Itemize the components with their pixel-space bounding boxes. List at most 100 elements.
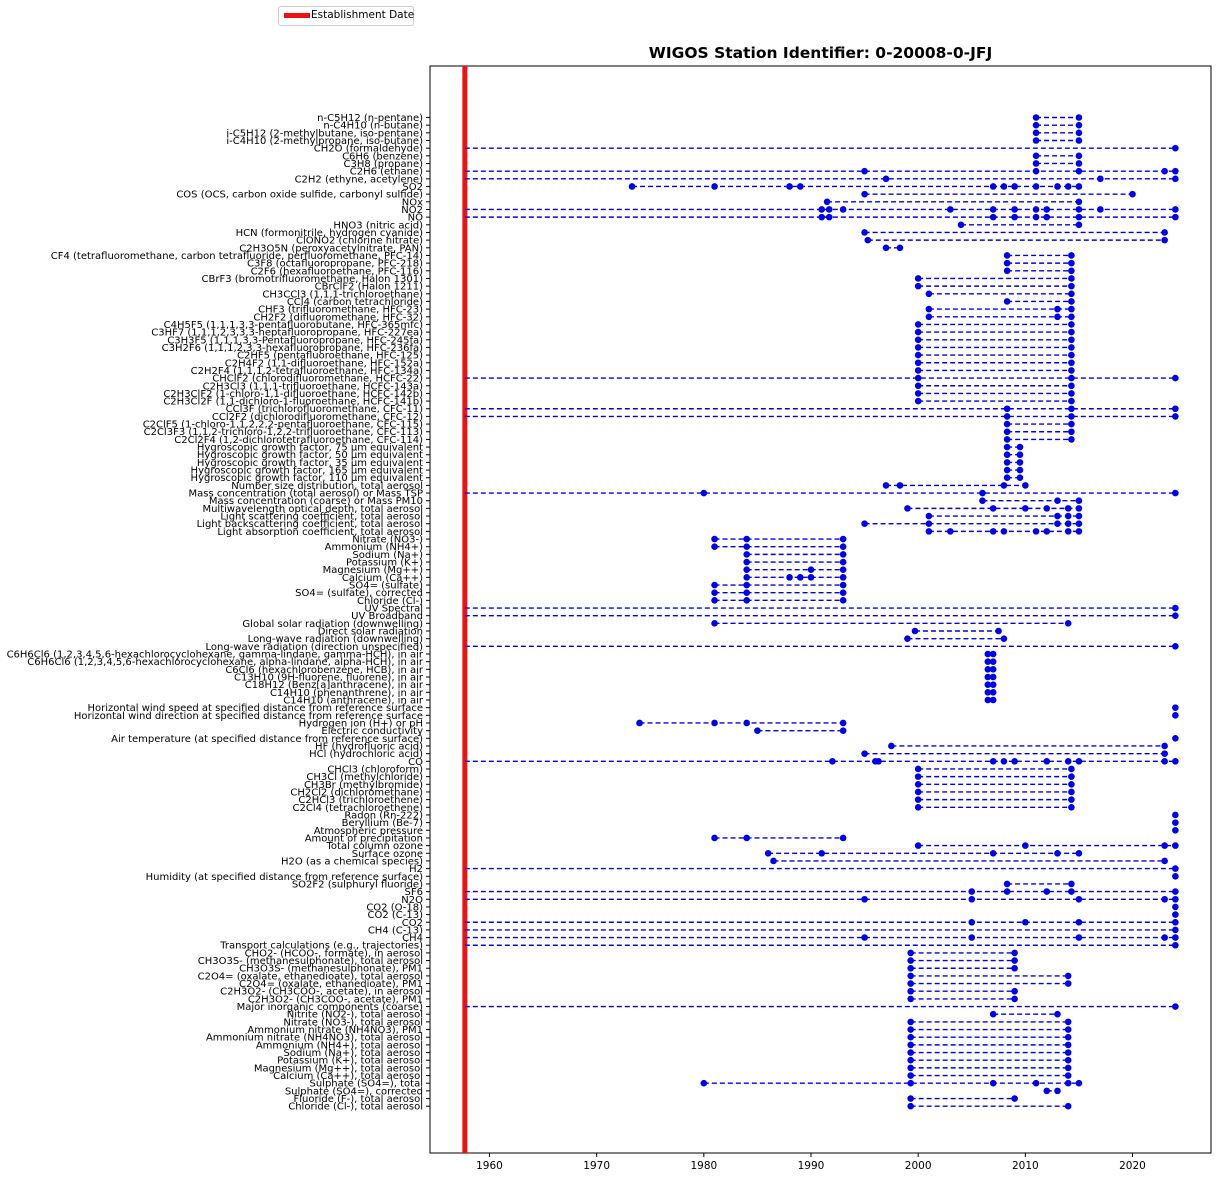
data-point — [1068, 313, 1075, 321]
y-tick-label: CO2 (O-18) — [366, 902, 423, 913]
data-point — [1068, 773, 1075, 780]
data-point — [1172, 175, 1179, 183]
data-point — [1032, 137, 1040, 144]
data-point — [1075, 213, 1083, 221]
data-point — [1016, 459, 1024, 466]
data-point — [861, 167, 868, 175]
y-tick-label: Surface ozone — [352, 849, 423, 860]
data-point — [1064, 1018, 1072, 1026]
y-tick-label: Horizontal wind speed at specified dista… — [87, 703, 423, 714]
data-point — [1064, 1064, 1072, 1072]
y-tick-label: C2ClF5 (1-chloro-1,1,2,2,2-pentafluoroet… — [143, 420, 423, 431]
y-tick-label: C2O4= (oxalate, ethanedioate), PM1 — [239, 979, 423, 990]
y-tick-label: CO — [408, 757, 423, 768]
data-point — [1011, 758, 1018, 765]
data-point — [995, 627, 1002, 635]
data-point — [989, 505, 997, 512]
data-point — [1172, 735, 1179, 742]
data-point — [743, 589, 750, 596]
data-point — [1068, 888, 1075, 895]
data-point — [1075, 129, 1083, 137]
y-tick-label: Ammonium nitrate (NH4NO3), PM1 — [247, 1025, 423, 1036]
data-point — [1068, 282, 1075, 290]
data-point — [989, 758, 997, 765]
data-point — [1003, 459, 1011, 466]
data-point — [911, 627, 919, 635]
y-tick-label: CCl2F2 (dichlorodifluoromethane, CFC-12) — [212, 412, 423, 423]
data-point — [818, 849, 826, 857]
data-point — [1032, 129, 1040, 137]
data-point — [984, 689, 992, 696]
data-point — [1068, 796, 1075, 803]
y-tick-label: CH3Br (methylbromide) — [304, 780, 423, 791]
y-tick-label: Electric conductivity — [321, 726, 423, 737]
data-point — [839, 566, 847, 573]
data-point — [743, 719, 750, 727]
data-point — [1172, 405, 1179, 413]
data-point — [1068, 359, 1075, 367]
data-point — [1043, 206, 1051, 213]
data-point — [1032, 213, 1040, 221]
data-point — [1075, 183, 1083, 190]
data-point — [711, 834, 718, 842]
data-point — [1032, 114, 1040, 121]
data-point — [1172, 872, 1179, 880]
y-tick-label: Ammonium (NH4+), total aerosol — [256, 1040, 423, 1051]
data-point — [1022, 505, 1029, 512]
y-tick-label: C6H6Cl6 (1,2,3,4,5,6-hexachlorocyclohexa… — [27, 657, 424, 668]
data-point — [839, 535, 847, 543]
y-tick-label: Sulphate (SO4=), total — [309, 1079, 423, 1090]
x-tick-label: 1960 — [476, 1160, 503, 1172]
data-point — [1054, 1087, 1061, 1095]
data-point — [888, 742, 895, 750]
data-point — [914, 359, 922, 367]
data-point — [1068, 351, 1075, 359]
y-tick-label: HNO3 (nitric acid) — [333, 220, 423, 231]
data-point — [1172, 918, 1179, 926]
x-tick-label: 2020 — [1119, 1160, 1146, 1172]
data-point — [700, 489, 708, 497]
y-tick-label: COS (OCS, carbon oxide sulfide, carbonyl… — [176, 190, 423, 201]
y-tick-label: i-C4H10 (2-methylpropane, iso-butane) — [226, 136, 423, 147]
y-tick-label: H2O (as a chemical species) — [281, 856, 423, 867]
data-point — [907, 987, 914, 995]
data-point — [1068, 344, 1075, 351]
data-point — [839, 719, 847, 727]
y-tick-label: i-C5H12 (2-methylbutane, iso-pentane) — [226, 128, 423, 139]
y-tick-label: C2H2F4 (1,1,1,2-tetrafluoroethane, HFC-1… — [191, 366, 423, 377]
data-point — [1068, 328, 1075, 336]
y-tick-label: CH3CCl3 (1,1,1-trichloroethane) — [262, 289, 423, 300]
y-tick-label: CHClF2 (chlorodifluoromethane, HCFC-22) — [212, 374, 423, 385]
data-point — [1032, 167, 1040, 175]
data-point — [1172, 826, 1179, 834]
y-tick-label: SO2F2 (sulphuryl fluoride) — [292, 879, 423, 890]
y-tick-label: N2O — [401, 895, 423, 906]
data-point — [907, 972, 914, 980]
data-point — [914, 780, 922, 788]
data-point — [907, 1026, 914, 1033]
data-point — [1043, 888, 1051, 895]
data-point — [907, 995, 914, 1003]
y-tick-label: Radon (Rn-222) — [344, 810, 423, 821]
data-point — [1011, 1095, 1018, 1102]
data-point — [1032, 183, 1040, 190]
y-tick-label: Sulphate (SO4=), corrected — [285, 1086, 423, 1097]
data-point — [807, 566, 815, 573]
data-point — [907, 1018, 914, 1026]
data-point — [1043, 528, 1051, 535]
y-tick-label: C2Cl4 (tetrachloroethene) — [293, 803, 424, 814]
data-point — [1068, 252, 1075, 259]
data-point — [1054, 849, 1061, 857]
data-point — [743, 535, 750, 543]
y-tick-label: Humidity (at specified distance from ref… — [146, 872, 424, 883]
y-tick-label: CHF3 (trifluoromethane, HFC-23) — [258, 305, 423, 316]
data-point — [711, 597, 718, 604]
data-point — [743, 574, 750, 581]
y-tick-label: CH3O3S- (methanesulphonate), total aeros… — [198, 956, 423, 967]
data-point — [914, 367, 922, 374]
y-tick-label: C2O4= (oxalate, ethanedioate), total aer… — [198, 971, 423, 982]
data-point — [1097, 175, 1104, 183]
data-point — [1064, 1072, 1072, 1079]
y-tick-label: C14H10 (anthracene), in air — [283, 695, 424, 706]
data-point — [925, 313, 933, 321]
